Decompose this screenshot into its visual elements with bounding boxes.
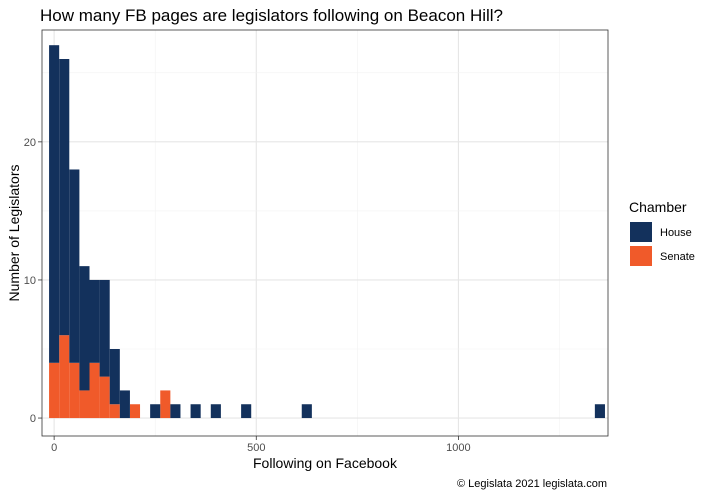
bar-house-150: [109, 349, 120, 405]
bar-house-75: [79, 266, 90, 391]
axis-ticks: 0 500 1000 0 10 20: [24, 137, 471, 454]
legend-label-house: House: [660, 227, 692, 239]
legend-key-senate: [630, 246, 652, 266]
plot-border: [41, 29, 609, 437]
x-tick-label: 1000: [446, 442, 470, 454]
legend-key-house: [630, 222, 652, 242]
bar-house-100: [89, 279, 100, 363]
plot-panel: [42, 30, 608, 436]
bar-senate-50: [69, 362, 80, 419]
bar-house-400: [210, 404, 221, 419]
y-tick-label: 0: [30, 413, 36, 425]
bar-house-300: [170, 404, 181, 419]
y-axis-title: Number of Legislators: [6, 165, 22, 302]
caption: © Legislata 2021 legislata.com: [457, 478, 607, 490]
bar-senate-25: [59, 335, 70, 419]
bar-house-475: [241, 404, 252, 419]
bar-senate-0: [49, 362, 60, 419]
x-axis-title: Following on Facebook: [253, 455, 398, 471]
bar-senate-275: [160, 390, 171, 419]
chart-title: How many FB pages are legislators follow…: [40, 6, 503, 25]
x-tick-label: 500: [247, 442, 265, 454]
bar-senate-150: [109, 404, 120, 419]
bar-house-350: [190, 404, 201, 419]
bar-house-1350: [594, 404, 605, 419]
y-tick-label: 20: [24, 137, 36, 149]
bar-senate-75: [79, 390, 90, 419]
bar-house-250: [150, 404, 161, 419]
bar-house-175: [119, 390, 130, 419]
bars: [49, 45, 605, 419]
bar-house-625: [301, 404, 312, 419]
bar-house-0: [49, 45, 60, 363]
bar-senate-200: [129, 404, 141, 419]
bar-house-50: [69, 169, 80, 363]
bar-house-125: [99, 279, 110, 377]
legend-label-senate: Senate: [660, 251, 695, 263]
bar-senate-100: [89, 362, 100, 419]
x-tick-label: 0: [51, 442, 57, 454]
legend: Chamber House Senate: [629, 199, 695, 266]
y-tick-label: 10: [24, 275, 36, 287]
legend-title: Chamber: [629, 199, 687, 215]
bar-house-25: [59, 59, 70, 336]
bar-senate-125: [99, 376, 110, 419]
